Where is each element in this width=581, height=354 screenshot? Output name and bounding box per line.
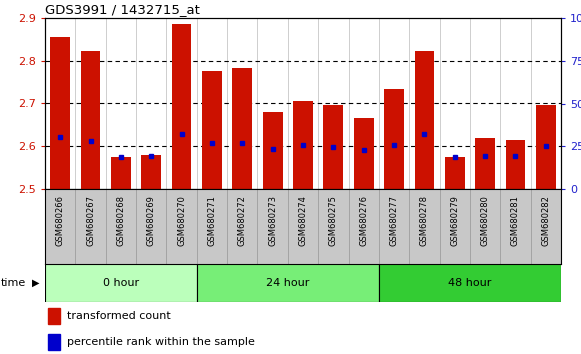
Bar xyxy=(263,112,282,189)
Bar xyxy=(48,308,60,324)
Text: transformed count: transformed count xyxy=(67,311,170,321)
Text: GSM680272: GSM680272 xyxy=(238,195,247,246)
Bar xyxy=(111,157,131,189)
Bar xyxy=(415,51,434,189)
Bar xyxy=(384,88,404,189)
Text: GSM680271: GSM680271 xyxy=(207,195,217,246)
Text: GSM680282: GSM680282 xyxy=(541,195,550,246)
Text: 24 hour: 24 hour xyxy=(266,278,310,288)
Text: GSM680266: GSM680266 xyxy=(56,195,64,246)
Text: GSM680280: GSM680280 xyxy=(480,195,490,246)
Text: GDS3991 / 1432715_at: GDS3991 / 1432715_at xyxy=(45,3,200,16)
Text: GSM680277: GSM680277 xyxy=(389,195,399,246)
Text: time: time xyxy=(1,278,26,288)
FancyBboxPatch shape xyxy=(197,264,379,302)
Text: GSM680268: GSM680268 xyxy=(116,195,125,246)
Bar xyxy=(445,157,465,189)
Text: GSM680269: GSM680269 xyxy=(147,195,156,246)
Text: ▶: ▶ xyxy=(32,278,39,288)
Bar xyxy=(324,105,343,189)
Text: GSM680278: GSM680278 xyxy=(420,195,429,246)
FancyBboxPatch shape xyxy=(379,264,561,302)
Text: GSM680274: GSM680274 xyxy=(299,195,307,246)
Text: 0 hour: 0 hour xyxy=(103,278,139,288)
Text: GSM680275: GSM680275 xyxy=(329,195,338,246)
Text: GSM680273: GSM680273 xyxy=(268,195,277,246)
Bar xyxy=(505,140,525,189)
Text: GSM680267: GSM680267 xyxy=(86,195,95,246)
Text: GSM680281: GSM680281 xyxy=(511,195,520,246)
Text: percentile rank within the sample: percentile rank within the sample xyxy=(67,337,254,347)
Bar xyxy=(51,37,70,189)
Bar xyxy=(172,24,192,189)
Text: GSM680279: GSM680279 xyxy=(450,195,459,246)
Bar xyxy=(536,105,555,189)
Bar xyxy=(202,72,222,189)
Bar xyxy=(81,51,101,189)
Bar xyxy=(293,101,313,189)
Bar xyxy=(232,68,252,189)
Bar xyxy=(141,155,161,189)
Text: GSM680276: GSM680276 xyxy=(359,195,368,246)
Bar xyxy=(48,334,60,350)
FancyBboxPatch shape xyxy=(45,264,197,302)
Bar xyxy=(354,119,374,189)
Text: 48 hour: 48 hour xyxy=(449,278,492,288)
Bar xyxy=(475,138,495,189)
Text: GSM680270: GSM680270 xyxy=(177,195,186,246)
